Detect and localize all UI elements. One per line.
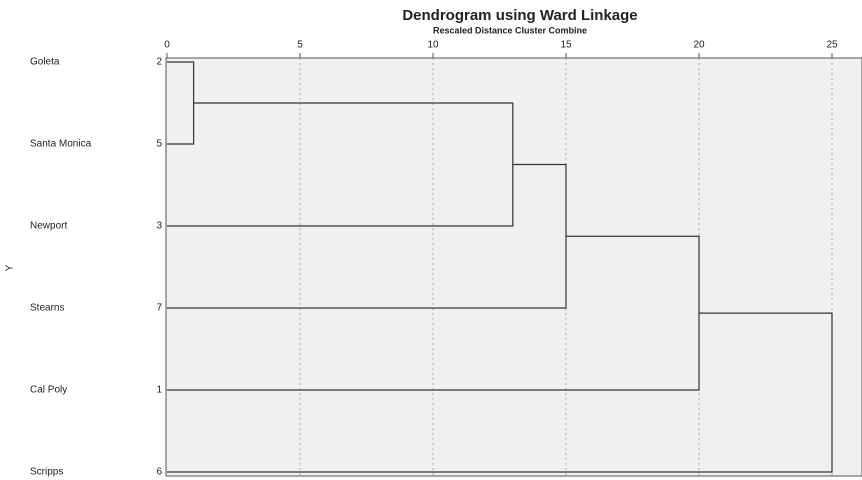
leaf-number: 6 [156,467,162,478]
leaf-label: Stearns [30,303,64,314]
chart-title: Dendrogram using Ward Linkage [402,7,637,24]
x-tick-label: 15 [560,40,572,51]
leaf-label: Cal Poly [30,385,67,396]
x-tick-label: 0 [164,40,170,51]
leaf-number: 2 [156,57,162,68]
leaf-number: 1 [156,385,162,396]
cluster-link [167,312,833,473]
x-tick-label: 5 [297,40,303,51]
leaf-number: 5 [156,139,162,150]
x-tick-label: 25 [826,40,838,51]
leaf-number: 7 [156,303,162,314]
chart-subtitle: Rescaled Distance Cluster Combine [433,25,587,35]
y-axis-label: Y [5,264,16,271]
x-tick-label: 20 [693,40,705,51]
leaf-label: Santa Monica [30,139,92,150]
plot-area [165,57,862,477]
leaf-label: Goleta [30,57,60,68]
x-tick-label: 10 [427,40,439,51]
leaf-label: Scripps [30,467,63,478]
leaf-label: Newport [30,221,67,232]
leaf-number: 3 [156,221,162,232]
